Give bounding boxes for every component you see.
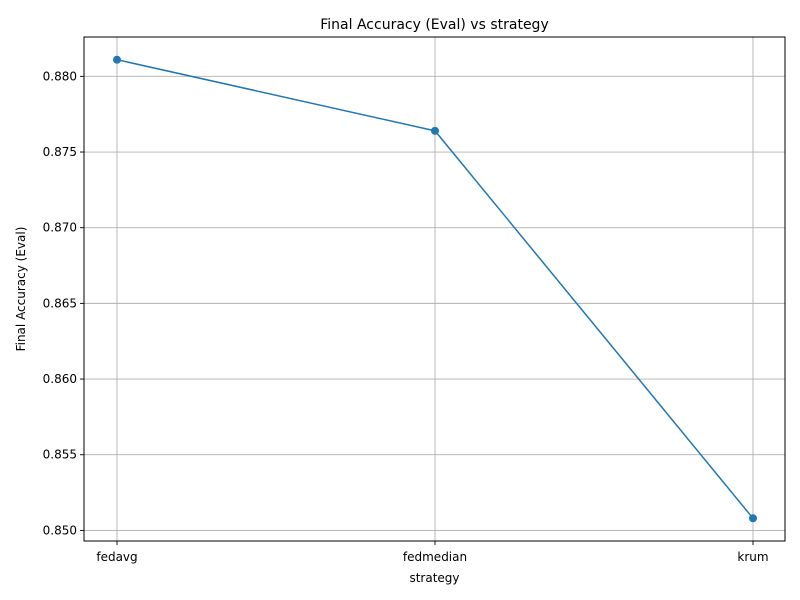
grid: [84, 37, 785, 541]
plot-frame: [83, 36, 786, 542]
y-tick-label: 0.880: [43, 69, 77, 83]
x-tick-label: fedavg: [96, 550, 137, 564]
y-tick-label: 0.855: [43, 448, 77, 462]
plot-area-background: [84, 37, 785, 541]
y-tick-label: 0.870: [43, 221, 77, 235]
data-point: [431, 126, 439, 135]
ticks: fedavg fedmedian krum 0.850 0.855 0.860 0.865 0…: [43, 69, 769, 564]
y-tick-label: 0.865: [43, 296, 77, 310]
series-layer: [113, 55, 757, 523]
chart-title: Final Accuracy (Eval) vs strategy: [320, 17, 548, 33]
x-tick-label: krum: [737, 550, 768, 564]
y-tick-label: 0.875: [43, 145, 77, 159]
x-tick-label: fedmedian: [403, 550, 467, 564]
data-point: [113, 55, 121, 64]
y-tick-label: 0.850: [43, 523, 77, 537]
y-axis-label: Final Accuracy (Eval): [14, 227, 28, 352]
data-point: [749, 514, 757, 523]
y-tick-label: 0.860: [43, 372, 77, 386]
x-axis-label: strategy: [409, 571, 459, 585]
